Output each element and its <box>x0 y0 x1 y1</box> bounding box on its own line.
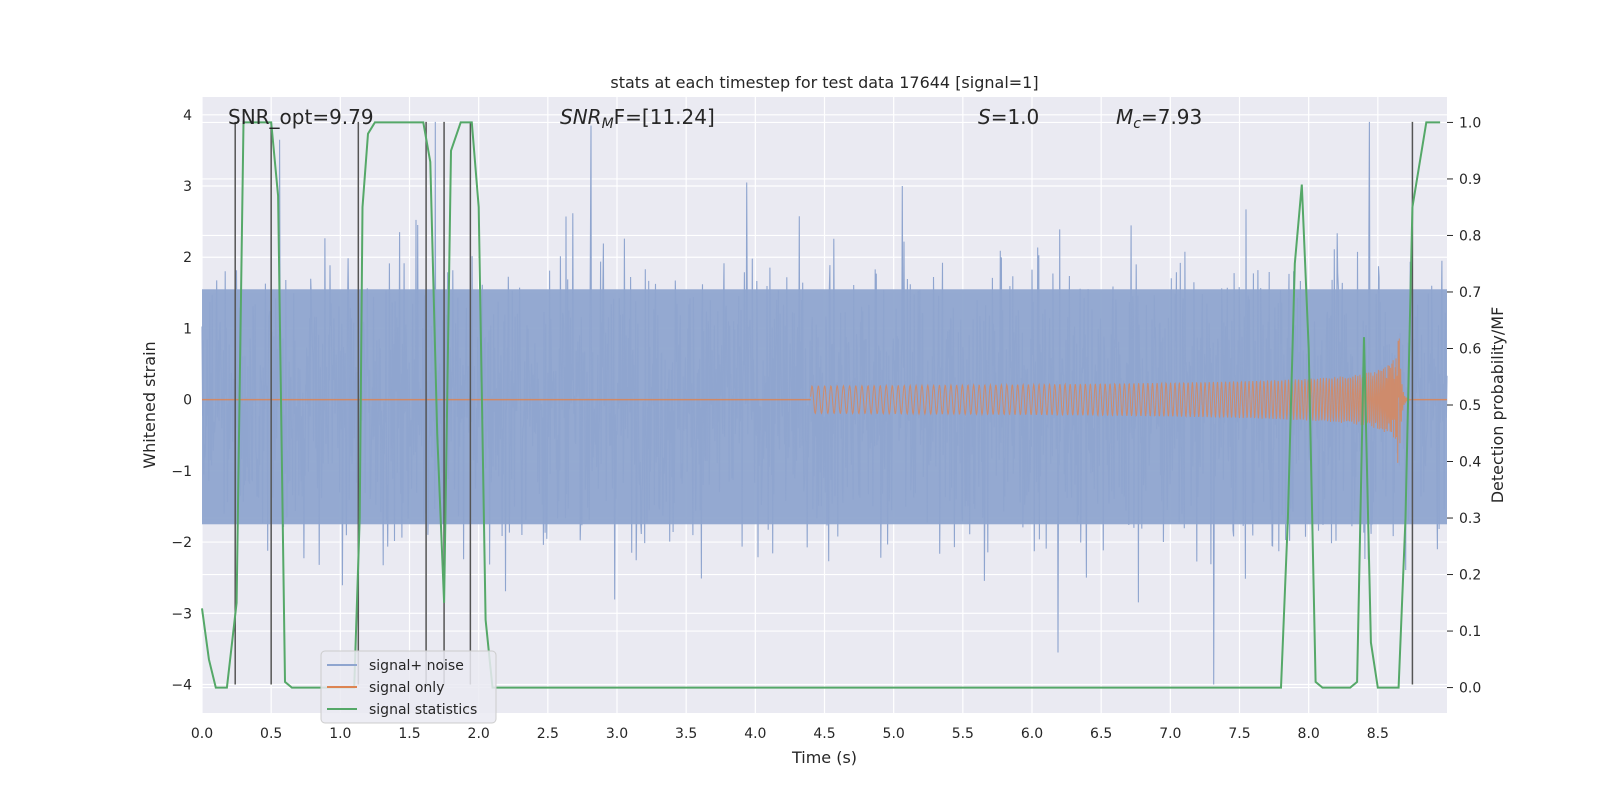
y-right-tick-4: 0.6 <box>1459 341 1481 357</box>
y-right-tick-10: 0.0 <box>1459 681 1481 697</box>
annotation-s: S=1.0 <box>978 105 1039 129</box>
y-left-tick-1: 3 <box>183 179 192 195</box>
y-left-tick-6: −2 <box>171 535 192 551</box>
legend-label-signal-only: signal only <box>369 680 444 696</box>
y-right-tick-7: 0.3 <box>1459 511 1481 527</box>
annotation-mc-suffix: =7.93 <box>1141 105 1202 129</box>
annotation-snr-mf-sub: M <box>602 116 614 132</box>
annotation-mc-sub: c <box>1133 116 1141 132</box>
x-tick-15: 7.5 <box>1228 726 1250 742</box>
annotation-mc: Mc=7.93 <box>1116 105 1202 132</box>
legend-label-signal-noise: signal+ noise <box>369 658 464 674</box>
annotation-s-prefix: S <box>978 105 991 129</box>
y-right-axis-label: Detection probability/MF <box>1488 307 1507 504</box>
x-axis-label: Time (s) <box>791 748 857 767</box>
x-tick-6: 3.0 <box>606 726 628 742</box>
x-tick-9: 4.5 <box>813 726 835 742</box>
annotation-snr-mf-suffix: F=[11.24] <box>614 105 715 129</box>
x-tick-1: 0.5 <box>260 726 282 742</box>
y-right-axis-ticks: 1.0 0.9 0.8 0.7 0.6 0.5 0.4 0.3 0.2 0.1 0.0 <box>1447 115 1481 697</box>
y-right-tick-2: 0.8 <box>1459 228 1481 244</box>
x-tick-14: 7.0 <box>1159 726 1181 742</box>
chirp-trace <box>810 338 1413 463</box>
y-left-tick-7: −3 <box>171 606 192 622</box>
y-right-tick-9: 0.1 <box>1459 624 1481 640</box>
y-left-tick-5: −1 <box>171 464 192 480</box>
x-tick-16: 8.0 <box>1298 726 1320 742</box>
annotation-snr-opt: SNR_opt=9.79 <box>228 105 374 129</box>
y-right-tick-0: 1.0 <box>1459 115 1481 131</box>
x-tick-8: 4.0 <box>744 726 766 742</box>
x-tick-10: 5.0 <box>883 726 905 742</box>
y-left-tick-0: 4 <box>183 108 192 124</box>
noise-trace <box>201 121 1448 685</box>
x-axis-ticks: 0.0 0.5 1.0 1.5 2.0 2.5 3.0 3.5 4.0 4.5 5.0 5.5 6.0 6… <box>191 726 1389 742</box>
series-signal-only <box>202 338 1447 463</box>
y-left-tick-3: 1 <box>183 321 192 337</box>
annotation-snr-mf: SNRMF=[11.24] <box>560 105 715 132</box>
x-tick-13: 6.5 <box>1090 726 1112 742</box>
stats-trace <box>201 121 1441 689</box>
y-right-tick-6: 0.4 <box>1459 455 1481 471</box>
y-right-tick-3: 0.7 <box>1459 285 1481 301</box>
x-tick-0: 0.0 <box>191 726 213 742</box>
x-tick-2: 1.0 <box>329 726 351 742</box>
x-tick-7: 3.5 <box>675 726 697 742</box>
y-right-tick-1: 0.9 <box>1459 172 1481 188</box>
y-right-tick-8: 0.2 <box>1459 568 1481 584</box>
x-tick-17: 8.5 <box>1367 726 1389 742</box>
annotation-mc-prefix: M <box>1116 105 1133 129</box>
x-tick-11: 5.5 <box>952 726 974 742</box>
y-left-axis-label: Whitened strain <box>140 341 159 468</box>
y-right-tick-5: 0.5 <box>1459 398 1481 414</box>
y-left-tick-4: 0 <box>183 393 192 409</box>
series-signal-noise <box>201 121 1448 685</box>
y-left-axis-ticks: 4 3 2 1 0 −1 −2 −3 −4 <box>171 108 192 694</box>
annotation-snr-mf-prefix: SNR <box>560 105 602 129</box>
y-left-tick-8: −4 <box>171 678 192 694</box>
chart-title: stats at each timestep for test data 176… <box>610 73 1038 92</box>
annotation-s-suffix: =1.0 <box>991 105 1040 129</box>
y-left-tick-2: 2 <box>183 250 192 266</box>
series-signal-statistics <box>201 121 1441 689</box>
x-tick-12: 6.0 <box>1021 726 1043 742</box>
legend: signal+ noise signal only signal statist… <box>320 650 497 724</box>
x-tick-5: 2.5 <box>537 726 559 742</box>
x-tick-3: 1.5 <box>398 726 420 742</box>
legend-box <box>320 650 497 724</box>
x-tick-4: 2.0 <box>468 726 490 742</box>
annotation-snr-opt-text: SNR_opt=9.79 <box>228 105 374 129</box>
legend-label-signal-statistics: signal statistics <box>369 702 477 718</box>
